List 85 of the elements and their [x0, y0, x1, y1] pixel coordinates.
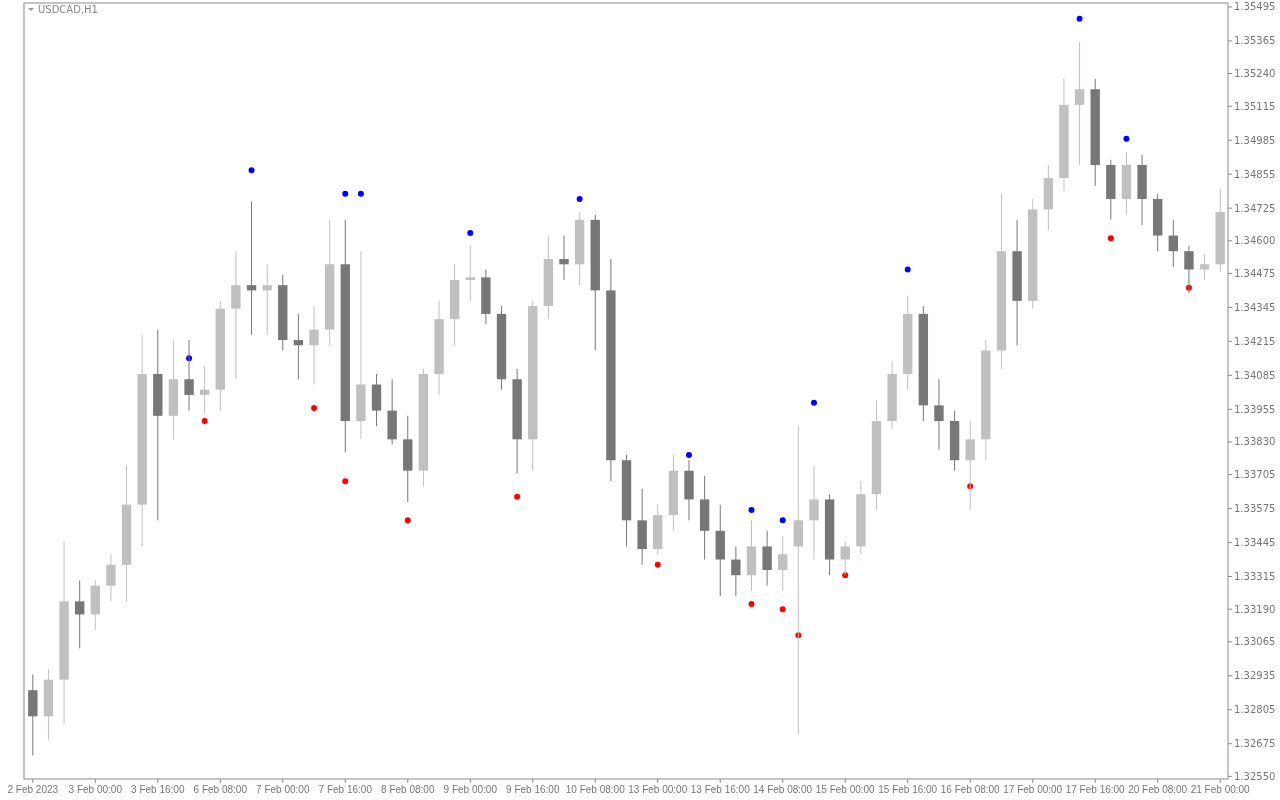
y-tick-label: 1.34345: [1234, 301, 1276, 313]
x-tick-label: 7 Feb 16:00: [318, 784, 373, 795]
y-tick-label: 1.32675: [1234, 738, 1276, 750]
x-tick-label: 20 Feb 08:00: [1128, 784, 1188, 795]
candlestick: [934, 378, 944, 451]
y-tick-label: 1.34085: [1234, 369, 1276, 381]
candlestick: [762, 530, 772, 587]
y-tick-label: 1.32805: [1234, 704, 1276, 716]
x-tick-label: 10 Feb 08:00: [565, 784, 626, 795]
y-tick-label: 1.35115: [1234, 100, 1276, 112]
y-tick-label: 1.35240: [1234, 68, 1276, 80]
y-tick-label: 1.34600: [1234, 235, 1276, 247]
point: [685, 452, 692, 459]
point: [201, 418, 208, 425]
candlestick: [231, 250, 241, 380]
candlestick: [1074, 41, 1085, 166]
y-tick-label: 1.33445: [1234, 537, 1276, 549]
point: [779, 606, 786, 613]
candlestick: [293, 313, 304, 380]
y-tick-label: 1.33190: [1234, 603, 1276, 615]
candlestick: [246, 201, 257, 336]
point: [467, 229, 474, 236]
point: [404, 517, 411, 524]
y-tick-label: 1.34985: [1234, 134, 1276, 146]
y-tick-label: 1.32550: [1234, 770, 1276, 782]
x-tick-label: 21 Feb 00:00: [1190, 784, 1251, 795]
x-tick-label: 2 Feb 2023: [7, 784, 59, 795]
x-tick-label: 15 Feb 00:00: [815, 784, 876, 795]
point: [248, 167, 255, 174]
y-tick-label: 1.34855: [1234, 168, 1276, 180]
y-tick-label: 1.33830: [1234, 436, 1276, 448]
y-tick-label: 1.34215: [1234, 335, 1276, 347]
candlestick: [778, 535, 788, 592]
point: [779, 517, 786, 524]
y-tick-label: 1.35495: [1234, 1, 1276, 13]
point: [311, 404, 318, 411]
y-tick-label: 1.33955: [1234, 403, 1276, 415]
point: [1076, 15, 1083, 22]
x-tick-label: 13 Feb 00:00: [628, 784, 688, 795]
x-tick-label: 3 Feb 16:00: [131, 784, 185, 795]
x-tick-label: 16 Feb 08:00: [940, 784, 1001, 795]
y-tick-label: 1.34725: [1234, 202, 1276, 214]
x-tick-label: 13 Feb 16:00: [690, 784, 751, 795]
point: [576, 195, 583, 202]
point: [342, 190, 349, 197]
candlestick: [809, 464, 819, 561]
x-tick-label: 9 Feb 00:00: [443, 784, 498, 795]
x-tick-label: 15 Feb 16:00: [878, 784, 938, 795]
x-tick-label: 6 Feb 08:00: [193, 784, 248, 795]
point: [748, 600, 755, 607]
point: [1107, 235, 1114, 242]
candlestick: [559, 235, 569, 281]
y-tick-label: 1.33065: [1234, 636, 1276, 648]
y-tick-label: 1.32935: [1234, 670, 1276, 682]
x-tick-label: 17 Feb 16:00: [1065, 784, 1126, 795]
x-tick-label: 3 Feb 00:00: [68, 784, 123, 795]
x-tick-label: 17 Feb 00:00: [1003, 784, 1063, 795]
candlestick: [262, 263, 272, 336]
point: [514, 493, 521, 500]
candlestick: [1168, 219, 1178, 268]
point: [748, 506, 755, 513]
candlestick: [74, 579, 85, 649]
y-tick-label: 1.33315: [1234, 571, 1276, 583]
x-tick-label: 14 Feb 08:00: [753, 784, 813, 795]
candlestick: [106, 553, 116, 602]
y-tick-label: 1.34475: [1234, 267, 1276, 279]
point: [654, 561, 661, 568]
point: [904, 266, 911, 273]
point: [810, 399, 817, 406]
point: [342, 478, 349, 485]
y-tick-label: 1.35365: [1234, 35, 1276, 47]
candlestick: [309, 305, 319, 385]
x-tick-label: 8 Feb 08:00: [381, 784, 435, 795]
candlestick: [199, 365, 210, 414]
chart-title: USDCAD,H1: [38, 4, 98, 15]
candlestick: [840, 540, 850, 576]
candlestick: [731, 545, 741, 597]
x-tick-label: 9 Feb 16:00: [506, 784, 560, 795]
y-tick-label: 1.33575: [1234, 503, 1276, 515]
x-tick-label: 7 Feb 00:00: [256, 784, 310, 795]
candlestick: [1199, 253, 1210, 281]
point: [357, 190, 364, 197]
y-tick-label: 1.33705: [1234, 469, 1276, 481]
point: [1123, 135, 1130, 142]
candlestick: [465, 245, 475, 302]
